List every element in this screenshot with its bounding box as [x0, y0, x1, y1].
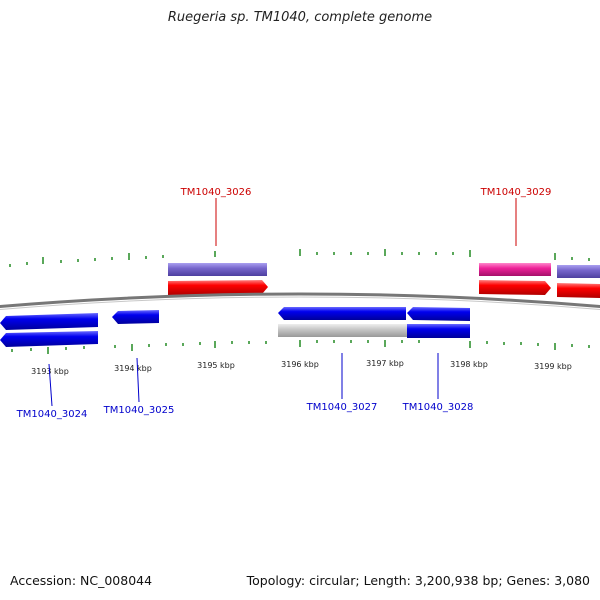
- gene-label-tm1040-3024[interactable]: TM1040_3024: [16, 409, 88, 420]
- feature-block[interactable]: [168, 263, 267, 276]
- scale-label: 3198 kbp: [450, 360, 488, 369]
- gene-block-grey[interactable]: [278, 324, 407, 337]
- gene-label-tm1040-3028[interactable]: TM1040_3028: [402, 402, 474, 413]
- gene-labels-top: TM1040_3026 TM1040_3029: [180, 187, 552, 198]
- gene-label-tm1040-3029[interactable]: TM1040_3029: [480, 187, 552, 198]
- gene-arrow-tm1040-3028[interactable]: [407, 307, 470, 321]
- gene-block[interactable]: [407, 324, 470, 338]
- gene-arrow[interactable]: [557, 283, 600, 298]
- label-leaders: [48, 198, 517, 407]
- gene-arrow-tm1040-3025[interactable]: [112, 310, 159, 324]
- gene-arrow-tm1040-3029[interactable]: [479, 280, 551, 295]
- scale-labels: 3193 kbp 3194 kbp 3195 kbp 3196 kbp 3197…: [31, 359, 572, 376]
- accession-text: Accession: NC_008044: [10, 573, 153, 588]
- feature-block[interactable]: [479, 263, 551, 276]
- gene-labels-bottom: TM1040_3024 TM1040_3025 TM1040_3027 TM10…: [16, 402, 474, 420]
- gene-label-tm1040-3025[interactable]: TM1040_3025: [103, 405, 175, 416]
- scale-label: 3197 kbp: [366, 359, 404, 368]
- scale-label: 3199 kbp: [534, 362, 572, 371]
- gene-label-tm1040-3026[interactable]: TM1040_3026: [180, 187, 252, 198]
- feature-block[interactable]: [557, 265, 600, 278]
- scale-label: 3194 kbp: [114, 364, 152, 373]
- genome-backbone: [0, 292, 600, 309]
- genome-summary-text: Topology: circular; Length: 3,200,938 bp…: [246, 573, 590, 588]
- gene-label-tm1040-3027[interactable]: TM1040_3027: [306, 402, 378, 413]
- cds-track-forward: [168, 280, 600, 298]
- inner-ticks: [11, 340, 590, 354]
- gene-arrow-tm1040-3026[interactable]: [168, 280, 268, 295]
- gene-arrow-tm1040-3024[interactable]: [0, 313, 98, 330]
- outer-ticks: [9, 249, 590, 267]
- cds-track-reverse: [0, 307, 470, 347]
- feature-track-forward: [168, 263, 600, 278]
- scale-label: 3195 kbp: [197, 361, 235, 370]
- scale-label: 3196 kbp: [281, 360, 319, 369]
- genome-title: Ruegeria sp. TM1040, complete genome: [167, 10, 433, 25]
- gene-arrow-tm1040-3027[interactable]: [278, 307, 406, 320]
- gene-arrow-tm1040-3024-b[interactable]: [0, 331, 98, 347]
